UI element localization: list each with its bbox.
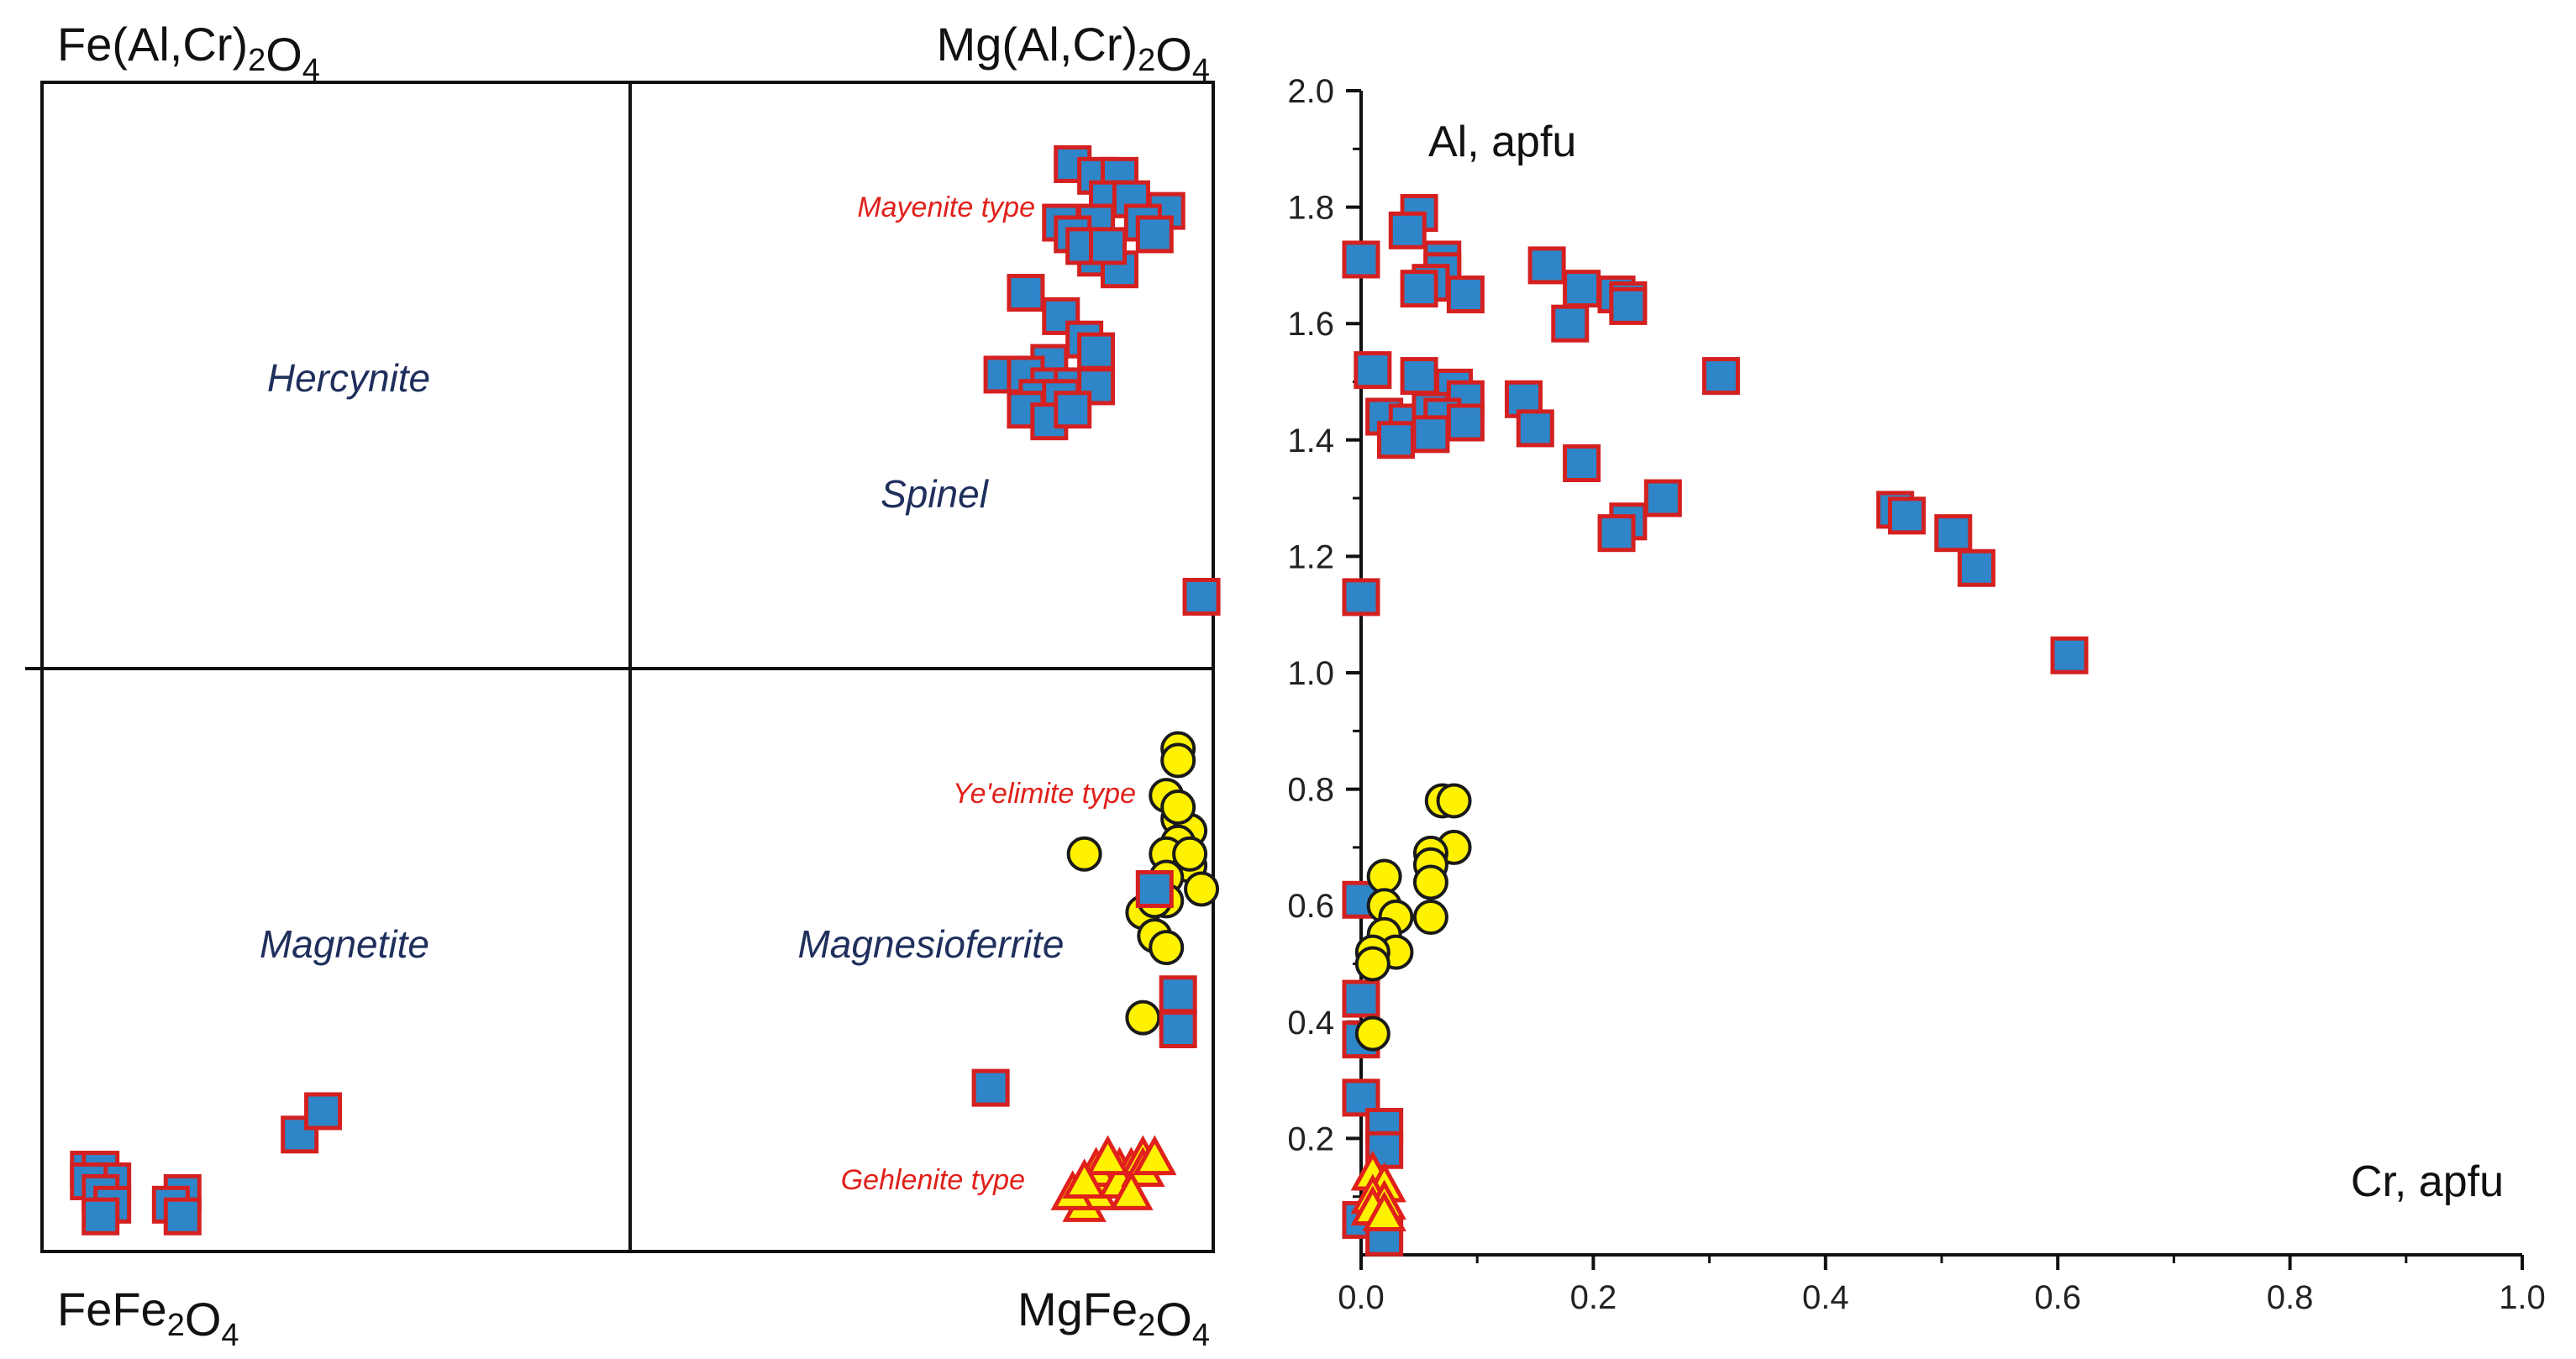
right-square-point-0-7	[1446, 275, 1485, 314]
right-square-point-0-8	[1527, 246, 1566, 285]
right-triangle-point-2-5	[1362, 1191, 1406, 1231]
al-vs-cr-scatter: 0.2 0.4 0.6 0.8 1.0 1.2 1.4 1.6 1.8 2.0 0.0 0.2 0.4 0…	[1287, 73, 2545, 1316]
right-square-point-0-6	[1400, 270, 1438, 308]
right-square-point-0-12	[1609, 286, 1648, 325]
type-label-yeelimite: Ye'elimite type	[953, 778, 1136, 810]
x-tick-label-3: 0.6	[2034, 1279, 2081, 1316]
left-circle-point-3-16	[1066, 836, 1102, 872]
left-square-point-4-1	[1159, 975, 1197, 1014]
left-square-point-4-2	[1159, 1010, 1197, 1049]
left-triangle-point-5-13	[1133, 1135, 1177, 1176]
left-square-point-1-0	[1007, 274, 1045, 312]
x-tick-label-1: 0.2	[1570, 1279, 1617, 1316]
y-axis-label: Al, apfu	[1428, 118, 1576, 166]
right-circle-point-1-1	[1436, 783, 1472, 819]
y-tick-label-7: 1.6	[1287, 306, 1334, 343]
left-circle-point-3-9	[1184, 871, 1220, 907]
right-square-point-0-39	[1342, 979, 1380, 1018]
right-circle-point-1-6	[1366, 858, 1402, 895]
y-tick-label-0: 0.2	[1287, 1120, 1334, 1157]
y-tick-label-2: 0.6	[1287, 888, 1334, 925]
field-label-magnetite: Magnetite	[260, 922, 429, 966]
right-square-point-0-34	[1934, 514, 1973, 553]
field-label-magnesioferrite: Magnesioferrite	[797, 922, 1064, 966]
left-square-point-0-14	[1135, 215, 1174, 254]
left-circle-point-3-15	[1125, 1000, 1161, 1036]
x-axis-label: Cr, apfu	[2351, 1157, 2504, 1206]
y-tick-label-9: 2.0	[1287, 73, 1334, 110]
right-square-point-0-33	[1888, 496, 1927, 535]
right-circle-point-1-13	[1354, 946, 1391, 982]
y-tick-label-5: 1.2	[1287, 538, 1334, 575]
right-square-point-0-25	[1412, 415, 1450, 454]
left-square-point-1-12	[1077, 367, 1116, 406]
right-square-point-0-26	[1376, 421, 1415, 459]
right-square-point-0-9	[1563, 270, 1601, 308]
spinel-classification-square: Fe(Al,Cr)2O4 Mg(Al,Cr)2O4 FeFe2O4 MgFe2O…	[25, 18, 1221, 1353]
right-square-point-0-2	[1388, 211, 1427, 249]
right-square-point-0-19	[1701, 357, 1740, 396]
left-square-point-1-14	[1054, 391, 1092, 429]
right-circle-point-1-14	[1354, 1015, 1391, 1052]
right-square-point-0-35	[1957, 548, 1995, 587]
left-square-point-2-0	[1182, 577, 1221, 616]
right-square-point-0-14	[1354, 351, 1392, 390]
corner-label-bottom-left: FeFe2O4	[57, 1283, 239, 1353]
right-square-point-0-37	[1342, 578, 1380, 617]
left-square-point-6-9	[163, 1197, 202, 1236]
right-circle-point-1-5	[1412, 864, 1448, 900]
axis-ticks: 0.2 0.4 0.6 0.8 1.0 1.2 1.4 1.6 1.8 2.0 0.0 0.2 0.4 0…	[1287, 73, 2545, 1316]
type-label-mayenite: Mayenite type	[857, 192, 1035, 223]
left-circle-point-3-14	[1149, 930, 1185, 966]
corner-label-bottom-right: MgFe2O4	[1017, 1283, 1210, 1353]
x-tick-label-4: 0.8	[2267, 1279, 2314, 1316]
left-circle-point-3-18	[1172, 836, 1208, 872]
field-label-hercynite: Hercynite	[267, 356, 430, 400]
left-data-marks	[70, 144, 1221, 1236]
field-label-spinel: Spinel	[881, 472, 990, 516]
left-triangle-point-5-10	[1086, 1135, 1130, 1176]
left-square-point-4-0	[1135, 869, 1174, 908]
left-triangle-point-5-11	[1062, 1158, 1107, 1199]
right-square-point-0-36	[2050, 636, 2089, 674]
left-square-point-6-11	[304, 1092, 343, 1131]
x-tick-label-0: 0.0	[1338, 1279, 1385, 1316]
left-square-point-0-13	[1089, 227, 1128, 265]
right-square-point-0-28	[1563, 444, 1601, 483]
right-square-point-0-27	[1516, 409, 1554, 448]
right-square-point-0-29	[1643, 479, 1682, 517]
left-circle-point-3-17	[1160, 790, 1196, 826]
right-square-point-0-15	[1400, 357, 1438, 396]
right-circle-point-1-9	[1412, 900, 1448, 936]
right-square-point-0-31	[1597, 514, 1636, 553]
y-tick-label-8: 1.8	[1287, 190, 1334, 227]
right-square-point-0-24	[1446, 403, 1485, 442]
right-square-point-0-13	[1551, 304, 1590, 343]
left-triangle-point-5-12	[1109, 1170, 1154, 1210]
right-square-point-0-0	[1342, 240, 1380, 279]
x-tick-label-5: 1.0	[2499, 1279, 2546, 1316]
y-tick-label-4: 1.0	[1287, 655, 1334, 692]
left-circle-point-3-1	[1160, 742, 1196, 779]
left-square-point-1-3	[1077, 332, 1116, 370]
y-tick-label-3: 0.8	[1287, 772, 1334, 809]
left-square-point-6-6	[81, 1197, 120, 1236]
type-label-gehlenite: Gehlenite type	[841, 1164, 1025, 1196]
y-tick-label-1: 0.4	[1287, 1005, 1334, 1042]
x-tick-label-2: 0.4	[1802, 1279, 1849, 1316]
corner-label-top-left: Fe(Al,Cr)2O4	[57, 18, 320, 88]
left-square-point-4-3	[971, 1068, 1010, 1107]
right-data-marks	[1342, 194, 2089, 1257]
corner-label-top-right: Mg(Al,Cr)2O4	[937, 18, 1210, 88]
y-tick-label-6: 1.4	[1287, 422, 1334, 459]
